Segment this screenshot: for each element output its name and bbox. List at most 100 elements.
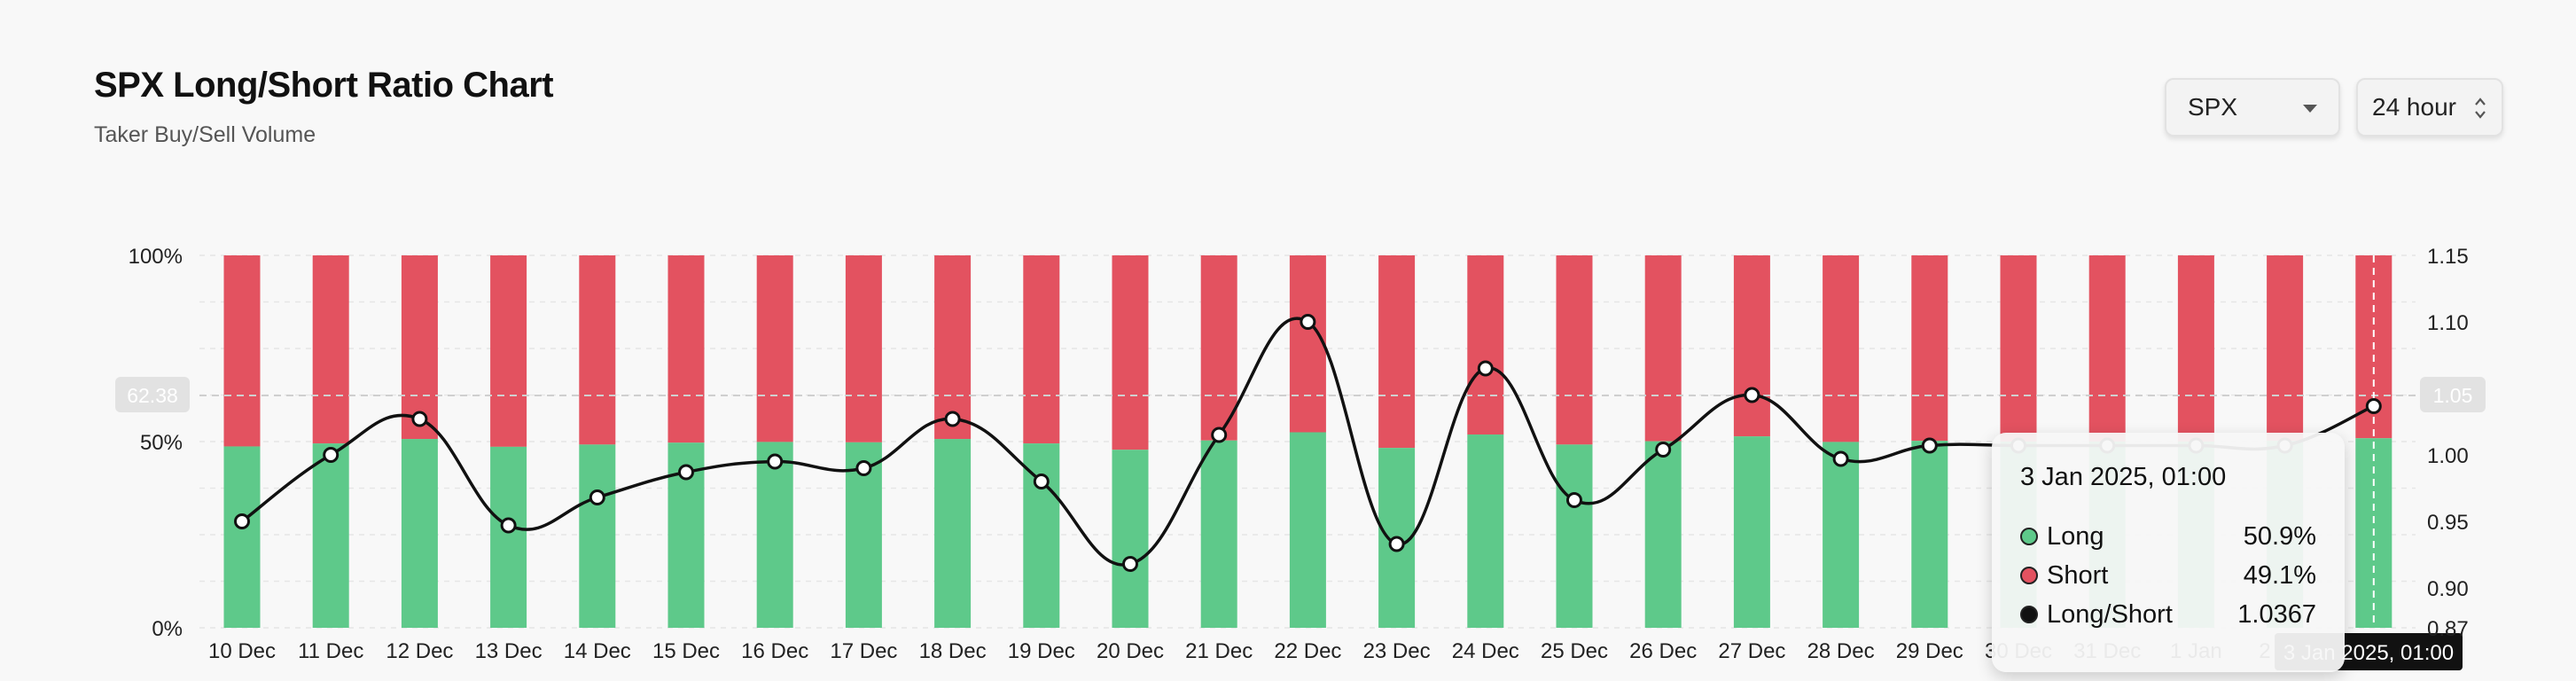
ratio-point [767, 453, 784, 470]
x-tick-label: 12 Dec [386, 639, 453, 663]
page-subtitle: Taker Buy/Sell Volume [94, 122, 316, 147]
long-bar [579, 444, 616, 628]
x-tick-label: 22 Dec [1274, 639, 1341, 663]
ratio-point [1122, 556, 1138, 572]
short-bar [223, 255, 261, 447]
ratio-point [678, 464, 694, 481]
ratio-point [1033, 474, 1050, 489]
x-tick-label: 15 Dec [652, 639, 720, 663]
right-tick-label: 1.10 [2427, 311, 2469, 335]
tooltip-label: Short [2047, 560, 2109, 590]
long-bar [756, 442, 793, 628]
chart-tooltip: 3 Jan 2025, 01:00 Long 50.9% Short 49.1%… [1992, 433, 2345, 672]
ratio-point [323, 447, 340, 463]
ratio-point [500, 517, 517, 534]
x-tick-label: 20 Dec [1097, 639, 1164, 663]
ratio-point [2365, 397, 2382, 414]
left-tick-label: 50% [140, 431, 183, 455]
tooltip-row-ratio: Long/Short 1.0367 [2020, 595, 2316, 634]
interval-select[interactable]: 24 hour [2356, 78, 2503, 137]
tooltip-value: 50.9% [2243, 521, 2316, 551]
long-bar [934, 439, 972, 628]
long-bar [1112, 450, 1149, 628]
x-tick-label: 23 Dec [1363, 639, 1431, 663]
long-bar [401, 439, 438, 628]
short-bar [1289, 255, 1326, 433]
short-bar [401, 255, 438, 440]
ratio-point [1921, 437, 1938, 454]
x-tick-label: 27 Dec [1718, 639, 1785, 663]
crosshair-right-badge [2420, 377, 2486, 413]
right-tick-label: 1.00 [2427, 444, 2469, 468]
x-tick-label: 10 Dec [208, 639, 276, 663]
right-tick-label: 0.90 [2427, 577, 2469, 601]
short-bar [2088, 255, 2126, 442]
long-bar [223, 446, 261, 628]
long-bar [1200, 440, 1237, 628]
short-bar [1911, 255, 1948, 442]
short-bar [1644, 255, 1682, 442]
ratio-point [1655, 442, 1672, 458]
short-bar [934, 255, 972, 440]
x-tick-label: 16 Dec [741, 639, 808, 663]
interval-select-value: 24 hour [2372, 93, 2456, 121]
ratio-point [411, 411, 428, 427]
long-bar [1911, 441, 1948, 628]
short-dot-icon [2020, 567, 2038, 584]
x-tick-label: 24 Dec [1452, 639, 1519, 663]
short-bar [1556, 255, 1593, 445]
ratio-point [234, 513, 250, 529]
ratio-point [1744, 387, 1760, 403]
short-bar [2000, 255, 2037, 442]
long-bar [312, 443, 349, 628]
tooltip-value: 49.1% [2243, 560, 2316, 590]
long-bar [490, 446, 527, 628]
short-bar [1112, 255, 1149, 450]
tooltip-value: 1.0367 [2237, 599, 2316, 629]
page-title: SPX Long/Short Ratio Chart [94, 66, 554, 105]
crosshair-right-label: 1.05 [2433, 384, 2473, 407]
ratio-dot-icon [2020, 606, 2038, 623]
ratio-point [1477, 360, 1494, 377]
long-bar [1289, 432, 1326, 628]
long-bar [1467, 434, 1504, 628]
tooltip-label: Long [2047, 521, 2104, 551]
x-tick-label: 19 Dec [1008, 639, 1075, 663]
ratio-point [944, 411, 961, 427]
symbol-select[interactable]: SPX [2165, 78, 2340, 137]
crosshair-left-label: 62.38 [127, 384, 178, 407]
short-bar [667, 255, 705, 443]
sort-updown-icon [2475, 98, 2486, 119]
long-bar [1644, 441, 1682, 628]
long-bar [1556, 444, 1593, 628]
short-bar [1467, 255, 1504, 435]
short-bar [1823, 255, 1860, 442]
ratio-point [1211, 427, 1228, 443]
right-tick-label: 1.15 [2427, 245, 2469, 269]
x-tick-label: 13 Dec [475, 639, 543, 663]
tooltip-label: Long/Short [2047, 599, 2173, 629]
left-tick-label: 0% [152, 617, 183, 641]
short-bar [490, 255, 527, 447]
tooltip-row-short: Short 49.1% [2020, 556, 2316, 595]
x-tick-label: 26 Dec [1629, 639, 1697, 663]
crosshair-left-badge [115, 377, 190, 413]
short-bar [1378, 255, 1416, 449]
long-bar [1823, 442, 1860, 628]
x-tick-label: 29 Dec [1896, 639, 1963, 663]
short-bar [756, 255, 793, 442]
long-dot-icon [2020, 528, 2038, 545]
x-tick-label: 11 Dec [298, 639, 363, 663]
right-tick-label: 0.95 [2427, 511, 2469, 535]
symbol-select-value: SPX [2188, 93, 2238, 121]
tooltip-title: 3 Jan 2025, 01:00 [2020, 463, 2227, 491]
short-bar [1200, 255, 1237, 441]
short-bar [2177, 255, 2214, 442]
short-bar [1023, 255, 1060, 444]
ratio-point [1300, 314, 1316, 330]
x-tick-label: 21 Dec [1185, 639, 1253, 663]
ratio-point [855, 460, 872, 476]
short-bar [845, 255, 882, 442]
x-tick-label: 17 Dec [830, 639, 897, 663]
